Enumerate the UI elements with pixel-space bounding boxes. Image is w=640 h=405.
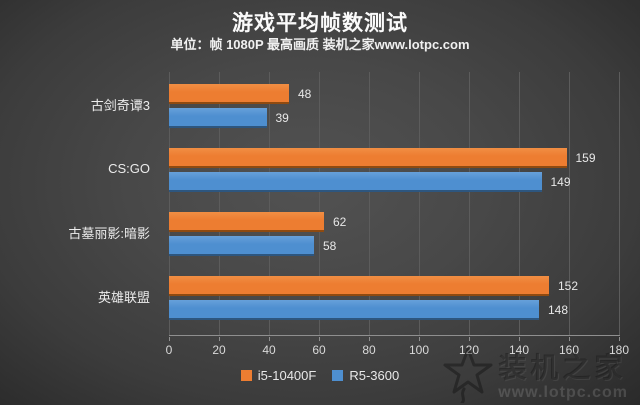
category-label: 英雄联盟 — [97, 289, 150, 305]
category-label: CS:GO — [108, 160, 150, 176]
bar-i5-10400F — [169, 148, 567, 168]
gridline — [169, 72, 170, 335]
tick-mark — [369, 337, 370, 341]
gridline — [619, 72, 620, 335]
legend-swatch — [332, 370, 344, 381]
legend-item-R5-3600: R5-3600 — [332, 368, 399, 383]
tick-mark — [619, 337, 620, 341]
bar-value-label: 58 — [323, 239, 337, 253]
tick-mark — [419, 337, 420, 341]
legend-item-i5-10400F: i5-10400F — [240, 368, 317, 383]
chart-title: 游戏平均帧数测试 — [232, 12, 408, 35]
bar-value-label: 148 — [548, 303, 569, 317]
tick-label: 180 — [608, 343, 630, 357]
tick-label: 100 — [408, 343, 430, 357]
tick-mark — [469, 337, 470, 341]
gridline — [319, 72, 320, 335]
gridline — [519, 72, 520, 335]
bar-value-label: 152 — [558, 279, 579, 293]
tick-label: 160 — [558, 343, 580, 357]
bar-i5-10400F — [169, 276, 549, 296]
bar-value-label: 159 — [575, 151, 596, 165]
bar-value-label: 39 — [275, 111, 289, 125]
tick-mark — [219, 337, 220, 341]
category-axis: 古剑奇谭3 CS:GO 古墓丽影:暗影英雄联盟 — [0, 72, 160, 328]
chart-subtitle: 单位：帧 1080P 最高画质 装机之家www.lotpc.com — [170, 37, 470, 52]
tick-label: 120 — [458, 343, 480, 357]
tick-label: 20 — [212, 343, 226, 357]
bar-value-label: 48 — [298, 87, 312, 101]
tick-label: 80 — [362, 343, 376, 357]
tick-mark — [269, 337, 270, 341]
watermark-url: www.lotpc.com — [498, 384, 628, 401]
tick-label: 60 — [312, 343, 326, 357]
bar-i5-10400F — [169, 84, 289, 104]
gridline — [219, 72, 220, 335]
tick-mark — [319, 337, 320, 341]
tick-label: 140 — [508, 343, 530, 357]
gridline — [419, 72, 420, 335]
gridline — [369, 72, 370, 335]
category-label: 古墓丽影:暗影 — [68, 225, 150, 241]
bar-R5-3600 — [169, 172, 542, 192]
bar-R5-3600 — [169, 300, 539, 320]
bar-R5-3600 — [169, 236, 314, 256]
tick-label: 40 — [262, 343, 276, 357]
legend-label: R5-3600 — [349, 368, 400, 383]
tick-mark — [169, 337, 170, 341]
bar-value-label: 62 — [333, 215, 347, 229]
legend: i5-10400F R5-3600 — [0, 368, 640, 383]
legend-swatch — [240, 370, 252, 381]
legend-label: i5-10400F — [257, 368, 317, 383]
gridline — [569, 72, 570, 335]
bar-value-label: 149 — [550, 175, 571, 189]
plot-area: 48 39 159 149 62 58 152 148 — [169, 72, 620, 336]
gridline — [469, 72, 470, 335]
gridline — [269, 72, 270, 335]
x-axis: 0 20 40 60 80 100 120 140 160 180 — [165, 337, 629, 359]
category-label: 古剑奇谭3 — [90, 97, 150, 113]
bar-R5-3600 — [169, 108, 267, 128]
bar-i5-10400F — [169, 212, 324, 232]
tick-mark — [569, 337, 570, 341]
tick-mark — [519, 337, 520, 341]
tick-label: 0 — [165, 343, 173, 357]
